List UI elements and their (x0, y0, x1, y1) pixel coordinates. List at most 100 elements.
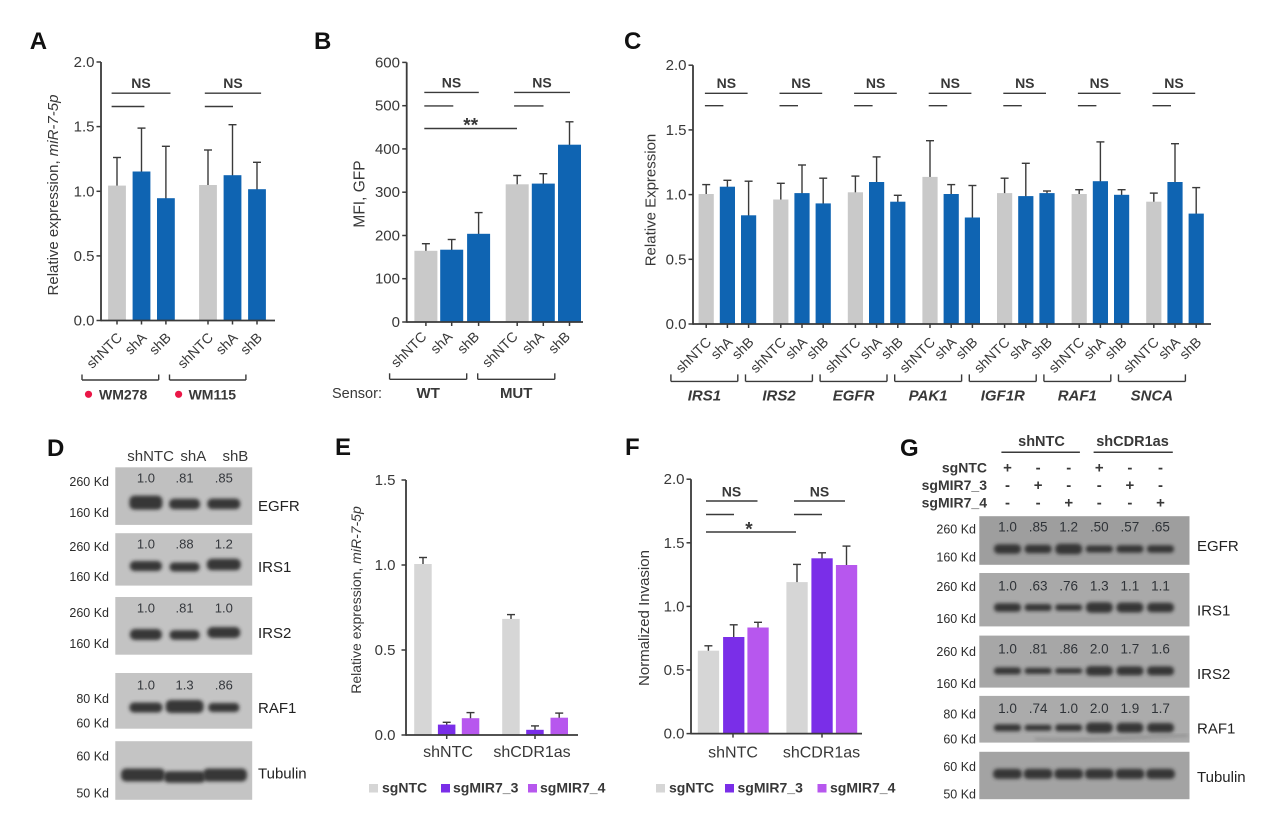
svg-text:-: - (1097, 477, 1102, 494)
svg-text:200: 200 (375, 228, 400, 245)
svg-text:.74: .74 (1029, 701, 1048, 716)
svg-text:shCDR1as: shCDR1as (1096, 434, 1169, 450)
svg-text:A: A (30, 28, 47, 55)
svg-text:MUT: MUT (500, 385, 533, 402)
svg-text:-: - (1005, 495, 1010, 512)
svg-text:160 Kd: 160 Kd (69, 637, 109, 651)
svg-text:shB: shB (222, 448, 248, 465)
svg-text:160 Kd: 160 Kd (936, 677, 976, 691)
svg-text:shNTC: shNTC (127, 448, 174, 465)
svg-text:IRS2: IRS2 (762, 387, 796, 404)
svg-text:+: + (1156, 495, 1165, 512)
svg-text:160 Kd: 160 Kd (69, 506, 109, 520)
svg-text:NS: NS (442, 75, 461, 91)
svg-text:500: 500 (375, 98, 400, 115)
svg-text:NS: NS (131, 75, 150, 91)
svg-text:60 Kd: 60 Kd (76, 717, 109, 731)
svg-text:NS: NS (722, 484, 741, 500)
svg-text:1.0: 1.0 (137, 471, 155, 486)
svg-text:NS: NS (223, 75, 242, 91)
svg-text:EGFR: EGFR (833, 387, 875, 404)
svg-text:-: - (1036, 495, 1041, 512)
svg-text:sgMIR7_3: sgMIR7_3 (453, 780, 519, 796)
svg-text:sgMIR7_3: sgMIR7_3 (738, 780, 804, 796)
svg-text:260 Kd: 260 Kd (936, 580, 976, 594)
svg-text:.65: .65 (1151, 520, 1170, 535)
svg-text:Sensor:: Sensor: (332, 386, 382, 402)
svg-text:PAK1: PAK1 (909, 387, 948, 404)
svg-text:RAF1: RAF1 (258, 700, 296, 717)
svg-text:-: - (1158, 459, 1163, 476)
svg-text:EGFR: EGFR (1197, 538, 1239, 555)
svg-text:1.7: 1.7 (1121, 642, 1140, 657)
svg-text:100: 100 (375, 271, 400, 288)
svg-text:0.0: 0.0 (74, 313, 95, 330)
svg-text:*: * (745, 520, 753, 541)
svg-text:260 Kd: 260 Kd (69, 475, 109, 489)
svg-text:+: + (1034, 477, 1043, 494)
svg-text:+: + (1003, 459, 1012, 476)
svg-text:1.1: 1.1 (1121, 579, 1140, 594)
svg-text:1.7: 1.7 (1151, 701, 1170, 716)
svg-text:shNTC: shNTC (423, 744, 473, 761)
svg-text:.85: .85 (1029, 520, 1048, 535)
svg-text:0.0: 0.0 (375, 727, 396, 744)
svg-text:IRS2: IRS2 (1197, 666, 1230, 683)
svg-text:0.5: 0.5 (74, 248, 95, 265)
svg-text:1.5: 1.5 (666, 122, 687, 139)
svg-text:shCDR1as: shCDR1as (783, 745, 860, 762)
svg-text:Relative expression, miR-7-5p: Relative expression, miR-7-5p (45, 95, 62, 296)
svg-text:1.0: 1.0 (664, 598, 685, 615)
svg-text:-: - (1036, 459, 1041, 476)
svg-text:1.6: 1.6 (1151, 642, 1170, 657)
svg-text:shNTC: shNTC (708, 745, 758, 762)
svg-text:Tubulin: Tubulin (258, 766, 307, 783)
svg-text:400: 400 (375, 141, 400, 158)
svg-text:1.0: 1.0 (998, 701, 1017, 716)
svg-text:1.0: 1.0 (215, 601, 233, 616)
svg-text:2.0: 2.0 (664, 471, 685, 488)
svg-text:shCDR1as: shCDR1as (493, 744, 570, 761)
svg-text:1.0: 1.0 (1059, 701, 1078, 716)
svg-text:2.0: 2.0 (1090, 642, 1109, 657)
svg-text:IRS1: IRS1 (1197, 603, 1230, 620)
svg-text:Relative expression, miR-7-5p: Relative expression, miR-7-5p (348, 506, 364, 694)
svg-text:+: + (1064, 495, 1073, 512)
svg-text:sgNTC: sgNTC (669, 780, 714, 796)
svg-text:RAF1: RAF1 (1197, 721, 1235, 738)
svg-text:1.0: 1.0 (998, 579, 1017, 594)
svg-text:50 Kd: 50 Kd (76, 787, 109, 801)
svg-text:Relative Expression: Relative Expression (643, 134, 660, 267)
svg-text:.81: .81 (1029, 642, 1048, 657)
svg-text:0.5: 0.5 (375, 642, 396, 659)
svg-text:1.0: 1.0 (998, 520, 1017, 535)
svg-text:SNCA: SNCA (1131, 387, 1174, 404)
svg-text:.50: .50 (1090, 520, 1109, 535)
svg-text:2.0: 2.0 (1090, 701, 1109, 716)
svg-text:RAF1: RAF1 (1058, 387, 1097, 404)
svg-text:60 Kd: 60 Kd (943, 732, 976, 746)
svg-text:WM278: WM278 (99, 387, 147, 403)
svg-text:Normalized Invasion: Normalized Invasion (636, 550, 653, 686)
svg-text:D: D (47, 435, 64, 462)
svg-text:0.5: 0.5 (664, 662, 685, 679)
svg-text:1.0: 1.0 (74, 183, 95, 200)
svg-text:260 Kd: 260 Kd (936, 645, 976, 659)
svg-text:-: - (1158, 477, 1163, 494)
svg-text:160 Kd: 160 Kd (936, 612, 976, 626)
svg-text:1.0: 1.0 (666, 187, 687, 204)
svg-text:0: 0 (392, 314, 400, 331)
svg-text:Tubulin: Tubulin (1197, 769, 1246, 786)
svg-text:.76: .76 (1059, 579, 1078, 594)
svg-text:-: - (1097, 495, 1102, 512)
svg-text:300: 300 (375, 184, 400, 201)
svg-text:-: - (1005, 477, 1010, 494)
svg-text:NS: NS (810, 484, 829, 500)
svg-text:NS: NS (717, 75, 736, 91)
svg-text:1.2: 1.2 (1059, 520, 1078, 535)
svg-text:80 Kd: 80 Kd (943, 708, 976, 722)
svg-text:60 Kd: 60 Kd (76, 750, 109, 764)
svg-text:sgNTC: sgNTC (382, 780, 427, 796)
svg-text:NS: NS (1015, 75, 1034, 91)
svg-text:.86: .86 (215, 678, 233, 693)
